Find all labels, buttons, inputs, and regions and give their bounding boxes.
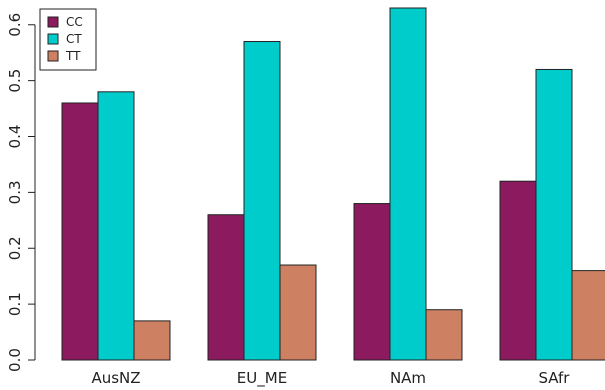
legend-label-cc: CC	[66, 15, 83, 29]
y-axis: 0.0 0.1 0.2 0.3 0.4 0.5 0.6	[6, 13, 36, 372]
bar-tt-safr	[571, 270, 605, 361]
bar-ct-safr	[535, 68, 573, 361]
y-tick-label: 0.4	[6, 125, 24, 149]
x-axis-labels: AusNZ EU_ME NAm SAfr	[91, 369, 570, 388]
legend-label-ct: CT	[66, 32, 82, 46]
x-tick-label: AusNZ	[91, 369, 140, 387]
y-tick-label: 0.6	[6, 13, 24, 37]
legend-swatch-ct	[47, 33, 59, 45]
y-tick-label: 0.1	[6, 292, 24, 316]
bar-tt-nam	[425, 309, 463, 361]
bar-tt-eu_me	[279, 264, 317, 361]
x-tick-label: NAm	[390, 369, 426, 387]
x-tick-label: SAfr	[539, 369, 571, 387]
bar-cc-safr	[499, 180, 537, 361]
legend-swatch-tt	[47, 50, 59, 62]
bar-cc-eu_me	[207, 214, 245, 361]
legend-swatch-cc	[47, 16, 59, 28]
bar-ct-nam	[389, 7, 427, 361]
bar-cc-nam	[353, 203, 391, 361]
y-tick-label: 0.3	[6, 180, 24, 204]
bars	[61, 7, 605, 361]
y-tick-label: 0.0	[6, 348, 24, 372]
bar-cc-ausnz	[61, 102, 99, 361]
bar-tt-ausnz	[133, 320, 171, 361]
y-tick-label: 0.5	[6, 69, 24, 93]
x-tick-label: EU_ME	[237, 369, 287, 388]
legend-label-tt: TT	[65, 49, 81, 63]
y-tick-label: 0.2	[6, 236, 24, 260]
bar-ct-ausnz	[97, 91, 135, 361]
bar-ct-eu_me	[243, 41, 281, 361]
legend: CC CT TT	[39, 8, 97, 71]
